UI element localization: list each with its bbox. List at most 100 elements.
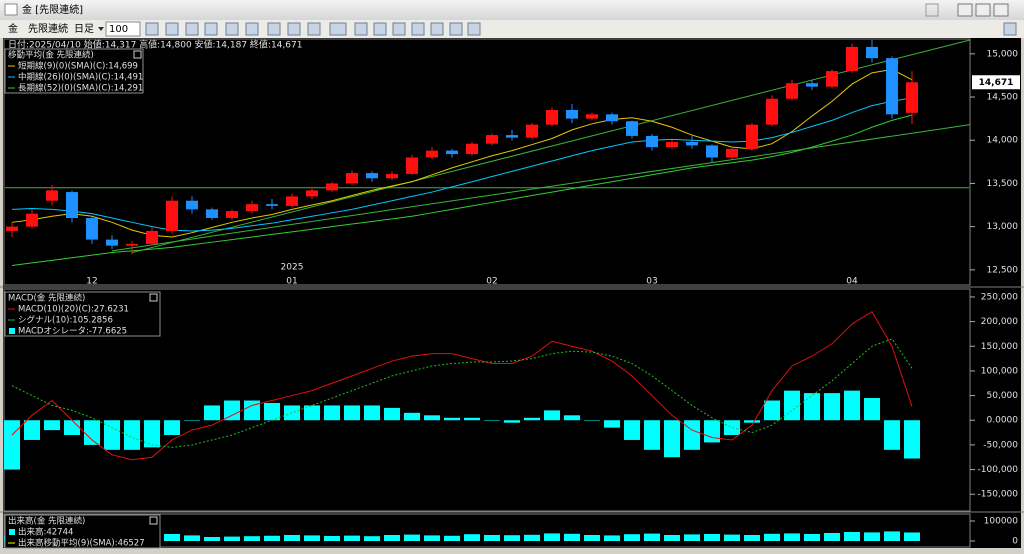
toolbar-icons [145, 22, 1017, 36]
candle-body [286, 196, 298, 206]
bar [164, 534, 180, 541]
legend-entry: 長期線(52)(0)(SMA)(C):14,291 [18, 83, 143, 94]
tool-icon[interactable] [411, 22, 425, 36]
bar [404, 534, 420, 541]
legend-swatch [9, 529, 15, 535]
tool-icon[interactable] [245, 22, 259, 36]
year-label: 2025 [281, 263, 304, 273]
candle-body [126, 243, 138, 246]
tool-icon[interactable] [225, 22, 239, 36]
tool-icon[interactable] [165, 22, 179, 36]
count-input[interactable] [105, 21, 141, 37]
candle-body [886, 58, 898, 115]
tool-icon[interactable] [329, 22, 347, 36]
bar [24, 420, 40, 440]
legend-box [4, 48, 144, 94]
bar [564, 533, 580, 541]
macd-panel [3, 288, 971, 512]
legend-close[interactable] [149, 293, 158, 302]
candle-body [866, 46, 878, 59]
bar [504, 420, 520, 423]
candle-body [826, 71, 838, 87]
moving-average-line [11, 97, 913, 232]
candle-body [746, 124, 758, 149]
legend-box [4, 291, 161, 337]
bar [664, 535, 680, 541]
candle-body [726, 148, 738, 158]
y-tick-label: 12,500 [987, 265, 1019, 275]
bar [324, 405, 340, 421]
bar [264, 535, 280, 541]
tool-icon[interactable] [449, 22, 463, 36]
tool-icon[interactable] [430, 22, 444, 36]
tool-icon[interactable] [204, 22, 218, 36]
bar [744, 420, 760, 423]
legend-swatch [9, 328, 15, 334]
bar [504, 535, 520, 541]
tool-icon[interactable] [267, 22, 281, 36]
candle-body [606, 114, 618, 122]
bar [524, 534, 540, 541]
search-icon[interactable] [1003, 22, 1017, 36]
symbol-label[interactable]: 金 [8, 22, 18, 35]
minimize-button[interactable] [957, 3, 973, 17]
bar [684, 420, 700, 450]
tool-icon[interactable] [392, 22, 406, 36]
candle-body [526, 124, 538, 138]
bar [444, 535, 460, 541]
candle-body [566, 109, 578, 119]
candle-body [706, 145, 718, 158]
bar [904, 420, 920, 459]
maximize-button[interactable] [975, 3, 991, 17]
candle-body [146, 230, 158, 244]
bar [684, 534, 700, 541]
bar [784, 390, 800, 421]
contract-label[interactable]: 先限連続 [28, 22, 68, 35]
bar [44, 420, 60, 431]
candle-body [246, 204, 258, 212]
bar [784, 533, 800, 541]
dropdown-arrow [98, 27, 104, 31]
legend-title: 出来高(金 先限連続) [8, 516, 85, 527]
candle-body [426, 150, 438, 158]
bar [204, 405, 220, 421]
last-price-label: 14,671 [979, 78, 1014, 88]
bar [284, 535, 300, 541]
tool-icon[interactable] [373, 22, 387, 36]
y-tick-label: -100,000 [978, 465, 1019, 475]
candle-body [806, 83, 818, 87]
tool-icon[interactable] [145, 22, 159, 36]
candle-body [46, 190, 58, 201]
bar [464, 417, 480, 421]
trend-line [111, 124, 971, 252]
candle-body [446, 150, 458, 155]
bar [764, 400, 780, 421]
candle-body [186, 200, 198, 210]
legend-title: 移動平均(金 先限連続) [8, 50, 94, 61]
tool-icon[interactable] [354, 22, 368, 36]
candle-body [86, 217, 98, 240]
legend-close[interactable] [149, 516, 158, 525]
candle-body [486, 135, 498, 144]
legend-entry: 短期線(9)(0)(SMA)(C):14,699 [18, 61, 138, 72]
volume-panel [3, 513, 971, 548]
pin-button[interactable] [925, 3, 939, 17]
candle-body [906, 82, 918, 113]
bar [424, 535, 440, 541]
tool-icon[interactable] [185, 22, 199, 36]
y-tick-label: 200,000 [981, 317, 1018, 327]
tool-icon[interactable] [307, 22, 321, 36]
bar [724, 534, 740, 541]
moving-average-line [11, 114, 913, 267]
tool-icon[interactable] [467, 22, 481, 36]
legend-entry: シグナル(10):105.2856 [18, 315, 113, 326]
close-button[interactable] [993, 3, 1009, 17]
legend-close[interactable] [133, 50, 142, 59]
period-select[interactable]: 日足 [74, 23, 94, 35]
x-tick-label: 01 [286, 277, 297, 287]
bar [384, 535, 400, 541]
tool-icon[interactable] [287, 22, 301, 36]
bar [704, 534, 720, 541]
bar [484, 535, 500, 541]
